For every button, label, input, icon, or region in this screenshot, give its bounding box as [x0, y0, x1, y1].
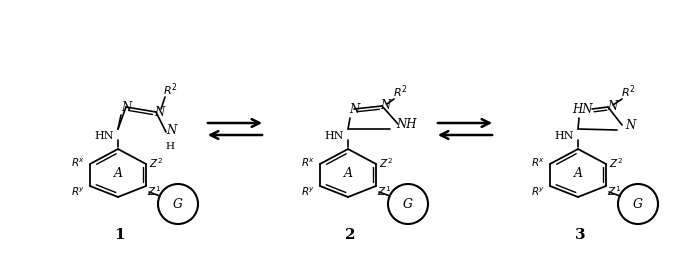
Text: 1: 1 — [114, 227, 126, 241]
Text: $R^2$: $R^2$ — [393, 83, 408, 100]
Text: $Z^2$: $Z^2$ — [379, 155, 393, 169]
Text: HN: HN — [94, 131, 114, 140]
Text: HN: HN — [554, 131, 574, 140]
Text: N: N — [121, 101, 131, 114]
Text: $R^2$: $R^2$ — [621, 83, 635, 100]
Text: 3: 3 — [574, 227, 586, 241]
Text: $R^x$: $R^x$ — [70, 156, 85, 169]
Text: HN: HN — [325, 131, 344, 140]
Text: $Z^2$: $Z^2$ — [609, 155, 623, 169]
Text: G: G — [403, 198, 413, 211]
Text: $Z^1$: $Z^1$ — [607, 183, 621, 197]
Text: $R^2$: $R^2$ — [163, 81, 177, 98]
Text: A: A — [343, 167, 352, 180]
Text: G: G — [173, 198, 183, 211]
Text: NH: NH — [396, 118, 416, 131]
Text: $R^x$: $R^x$ — [301, 156, 315, 169]
Text: A: A — [114, 167, 123, 180]
Text: $Z^1$: $Z^1$ — [147, 183, 161, 197]
Text: A: A — [574, 167, 583, 180]
Text: 2: 2 — [345, 227, 355, 241]
Text: N: N — [625, 119, 635, 132]
Text: H: H — [165, 142, 174, 151]
Text: N: N — [166, 124, 176, 137]
Text: N: N — [380, 99, 390, 112]
Text: $R^y$: $R^y$ — [530, 185, 545, 197]
Text: $R^x$: $R^x$ — [531, 156, 545, 169]
Text: HN: HN — [572, 103, 592, 116]
Text: N: N — [607, 100, 617, 113]
Text: $Z^2$: $Z^2$ — [149, 155, 163, 169]
Text: N: N — [154, 106, 164, 119]
Text: $R^y$: $R^y$ — [70, 185, 85, 197]
Text: $Z^1$: $Z^1$ — [377, 183, 391, 197]
Text: $R^y$: $R^y$ — [301, 185, 315, 197]
Text: N: N — [349, 103, 359, 116]
Text: G: G — [633, 198, 643, 211]
